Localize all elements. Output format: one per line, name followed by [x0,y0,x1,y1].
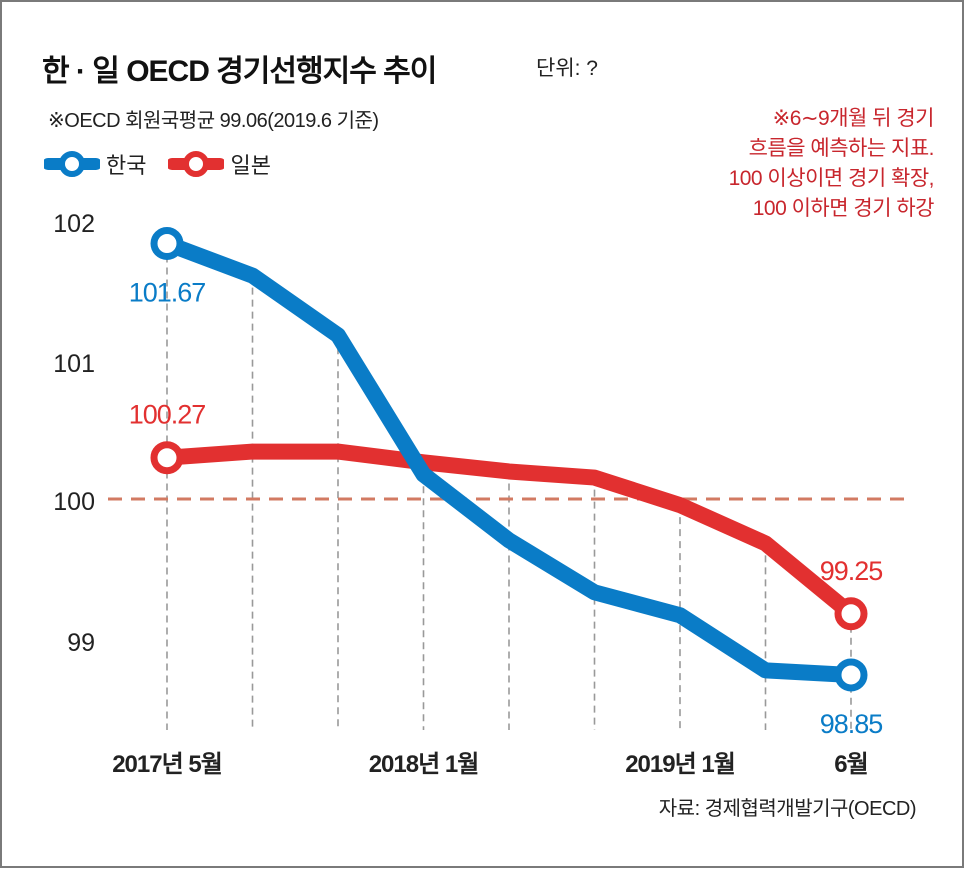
series-markers [150,226,868,692]
y-tick-label: 100 [53,488,95,516]
description-line: 흐름을 예측하는 지표. [748,137,935,160]
korea-marker-icon [44,151,100,177]
data-labels: 101.67 98.85 100.27 99.25 [129,277,884,739]
data-label: 99.25 [820,556,883,586]
average-note: ※OECD 회원국평균 99.06(2019.6 기준) [48,110,379,132]
series-lines [164,236,857,683]
legend-label-japan: 일본 [230,153,271,178]
y-tick-label: 102 [53,210,95,238]
x-tick-label: 2017년 5월 [112,751,222,778]
data-label: 100.27 [129,400,206,430]
y-tick-label: 99 [67,629,95,657]
data-point-marker [834,597,868,631]
legend-item-japan: 일본 [168,148,271,180]
description-line: 100 이상이면 경기 확장, [728,167,935,190]
description-line: ※6∼9개월 뒤 경기 [772,107,935,130]
x-tick-label: 6월 [834,751,867,778]
legend-item-korea: 한국 [44,148,146,180]
data-point-marker [150,226,184,260]
description-line: 100 이하면 경기 하강 [752,197,935,220]
series-line-korea [164,236,852,683]
y-axis-ticks: 99 100 101 102 [53,210,95,657]
japan-marker-icon [168,151,225,177]
x-axis-ticks: 2017년 5월 2018년 1월 2019년 1월 6월 [112,751,869,778]
y-tick-label: 101 [53,350,95,378]
data-label: 101.67 [129,277,206,307]
legend: 한국 일본 [44,148,293,180]
x-tick-label: 2019년 1월 [625,751,735,778]
unit-label: 단위: ? [536,57,598,80]
legend-label-korea: 한국 [106,153,147,178]
data-label: 98.85 [820,709,883,739]
series-line-japan [166,443,857,620]
index-description: ※6∼9개월 뒤 경기 흐름을 예측하는 지표. 100 이상이면 경기 확장,… [728,104,935,224]
x-tick-label: 2018년 1월 [369,751,479,778]
data-point-marker [150,441,184,475]
data-point-marker [834,658,868,692]
chart-title: 한 · 일 OECD 경기선행지수 추이 [42,55,437,88]
source-note: 자료: 경제협력개발기구(OECD) [658,798,917,820]
